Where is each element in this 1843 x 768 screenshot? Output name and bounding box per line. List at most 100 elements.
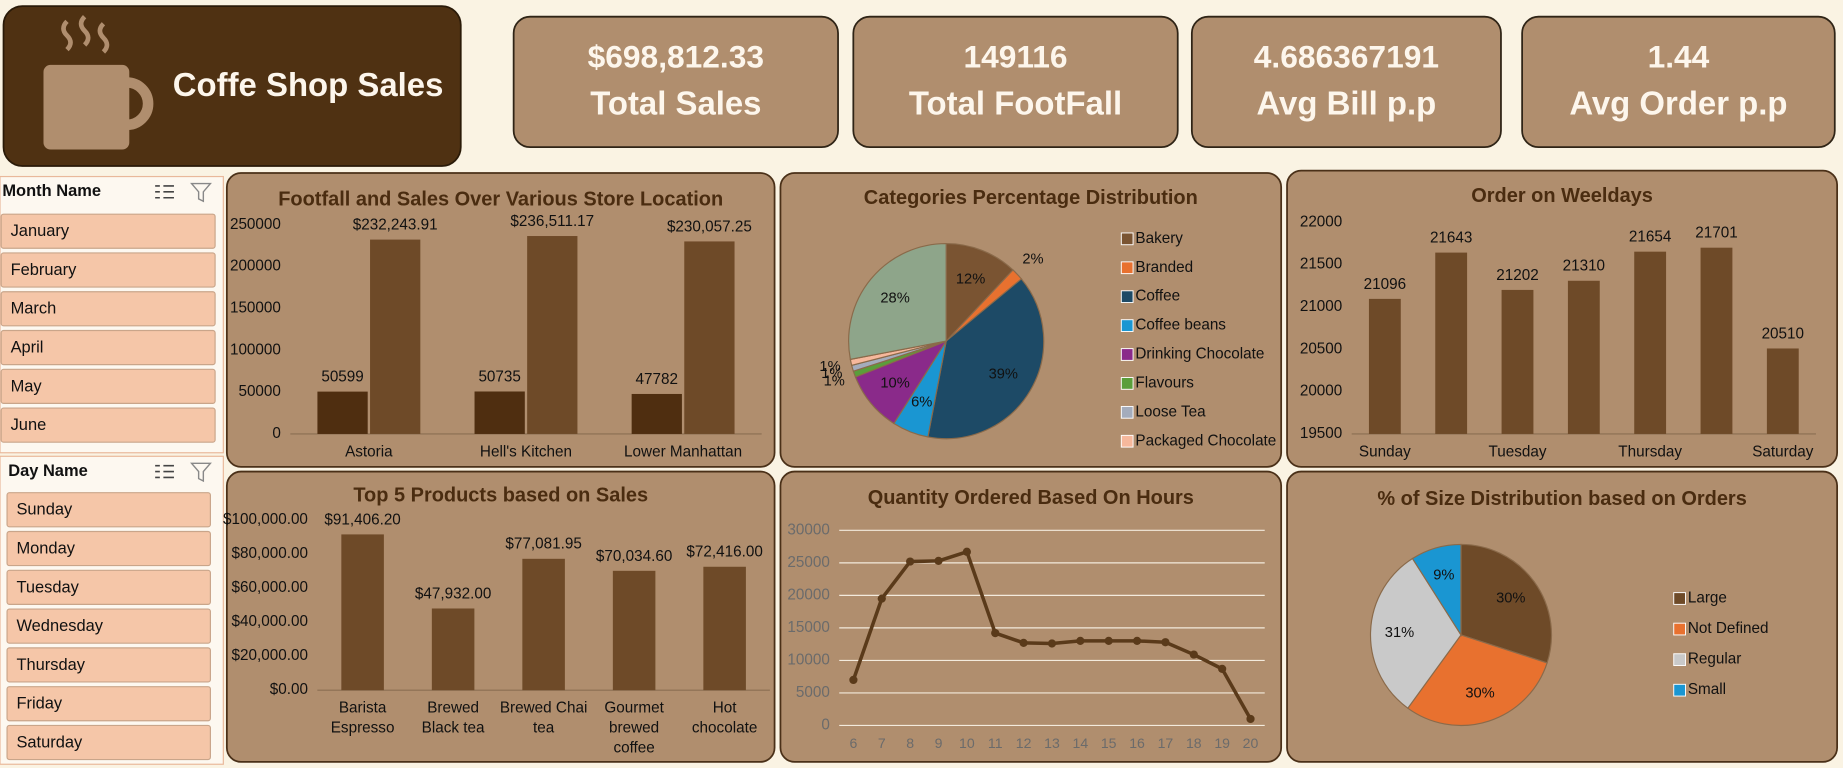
slicer-item-label: January — [11, 222, 70, 240]
clear-filter-icon — [190, 462, 212, 483]
data-label: $230,057.25 — [667, 218, 752, 235]
data-label: $232,243.91 — [353, 217, 438, 234]
data-label: 21643 — [1430, 230, 1472, 247]
slicer-item[interactable] — [6, 569, 211, 605]
line-point — [1161, 638, 1170, 647]
slicer-item-label: June — [11, 416, 47, 434]
x-tick-label: Brewed Chai tea — [499, 698, 588, 737]
line-point — [1019, 638, 1028, 647]
y-tick-label: $0.00 — [270, 681, 308, 698]
y-tick-label: 250000 — [230, 216, 281, 233]
kpi-value: 4.686367191 — [1254, 38, 1439, 74]
y-tick-label: 21000 — [1300, 298, 1342, 315]
slicer-item-label: March — [11, 300, 57, 318]
x-label-box: Astoria — [345, 442, 393, 460]
x-tick-label: 11 — [988, 735, 1003, 751]
kpi-label: Total FootFall — [909, 85, 1122, 122]
chart-title: Categories Percentage Distribution — [864, 187, 1198, 209]
line-point — [934, 556, 943, 566]
slicer-item-label: Friday — [16, 695, 62, 713]
y-tick-label: 25000 — [787, 554, 829, 571]
data-label: $236,511.17 — [510, 213, 594, 230]
x-tick-label: 19 — [1214, 735, 1230, 751]
multi-select-icon — [155, 185, 174, 199]
bar — [1435, 252, 1468, 434]
chart-title: Footfall and Sales Over Various Store Lo… — [278, 188, 723, 210]
legend-label: Bakery — [1135, 230, 1183, 247]
legend-label: Coffee — [1135, 288, 1180, 305]
data-label: 10% — [880, 375, 909, 391]
x-tick-label: 8 — [906, 735, 914, 751]
line-point — [877, 594, 886, 603]
legend-label: Coffee beans — [1135, 317, 1226, 334]
pie-slice — [927, 278, 1045, 440]
bar — [317, 391, 368, 434]
bar — [431, 608, 475, 691]
x-tick-label: 17 — [1158, 735, 1174, 751]
slicer-title: Month Name — [2, 182, 101, 200]
data-label: $47,932.00 — [415, 585, 491, 602]
mug-icon — [43, 15, 154, 150]
slicer-item[interactable] — [0, 329, 216, 366]
y-tick-label: 5000 — [796, 684, 830, 701]
x-tick-label: Lower Manhattan — [624, 442, 743, 460]
x-tick-label: 12 — [1016, 735, 1032, 751]
legend-label: Not Defined — [1688, 620, 1769, 637]
slicer-item[interactable] — [0, 213, 216, 249]
line-point — [1189, 650, 1198, 659]
pie-slice — [848, 242, 947, 361]
slicer-item-label: Wednesday — [16, 617, 103, 635]
slicer-item[interactable] — [6, 608, 211, 644]
line-point — [1047, 639, 1057, 648]
pie-slice — [1406, 634, 1548, 726]
y-tick-label: 150000 — [230, 299, 281, 316]
data-label: 21202 — [1496, 267, 1538, 284]
kpi-label: Total Sales — [590, 85, 761, 122]
data-label: $77,081.95 — [505, 536, 581, 553]
slicer-item[interactable] — [0, 252, 216, 288]
line-point — [991, 628, 1000, 638]
slicer-item-label: May — [11, 377, 43, 395]
data-label: 21701 — [1695, 225, 1737, 242]
data-label: $72,416.00 — [686, 544, 762, 561]
x-label-box: Tuesday — [1488, 442, 1546, 460]
slicer-item[interactable] — [6, 530, 211, 567]
kpi-value: $698,812.33 — [588, 38, 764, 74]
y-tick-label: 30000 — [787, 521, 829, 538]
bar — [631, 393, 682, 434]
chart-title: Quantity Ordered Based On Hours — [868, 487, 1194, 509]
data-label: 31% — [1385, 625, 1414, 641]
data-label: 21096 — [1364, 276, 1406, 293]
y-tick-label: $60,000.00 — [232, 579, 308, 596]
clear-filter-icon — [190, 182, 212, 203]
slicer-item[interactable] — [0, 407, 216, 443]
x-tick-label: 7 — [878, 735, 886, 751]
x-tick-label: 13 — [1044, 735, 1060, 751]
x-tick-label: Hell's Kitchen — [479, 442, 573, 460]
line-point — [1218, 664, 1227, 673]
bar — [1368, 298, 1401, 434]
line-point — [1246, 714, 1255, 724]
y-tick-label: 21500 — [1300, 256, 1342, 273]
slicer-item[interactable] — [0, 291, 216, 327]
legend-swatch — [1120, 319, 1134, 332]
kpi-card — [512, 15, 839, 149]
x-label-box: Gourmet brewed coffee — [604, 698, 663, 756]
slicer-item[interactable] — [6, 492, 211, 528]
x-tick-label: Astoria — [345, 442, 393, 460]
legend-swatch — [1120, 232, 1134, 246]
slicer-item[interactable] — [0, 368, 216, 404]
data-label: 50735 — [478, 368, 520, 385]
slicer-item[interactable] — [6, 686, 211, 722]
x-tick-label: Sunday — [1358, 442, 1411, 460]
data-label: 1% — [821, 366, 842, 382]
slicer-item[interactable] — [6, 724, 211, 761]
slicer-item[interactable] — [6, 647, 211, 683]
y-tick-label: 0 — [272, 425, 281, 442]
x-tick-label: 14 — [1072, 735, 1088, 751]
x-label-box: Sunday — [1358, 442, 1411, 460]
x-tick-label: 6 — [849, 735, 857, 751]
slicer-item-label: February — [11, 261, 78, 279]
bar — [1567, 280, 1600, 434]
x-tick-label: 16 — [1129, 735, 1145, 751]
